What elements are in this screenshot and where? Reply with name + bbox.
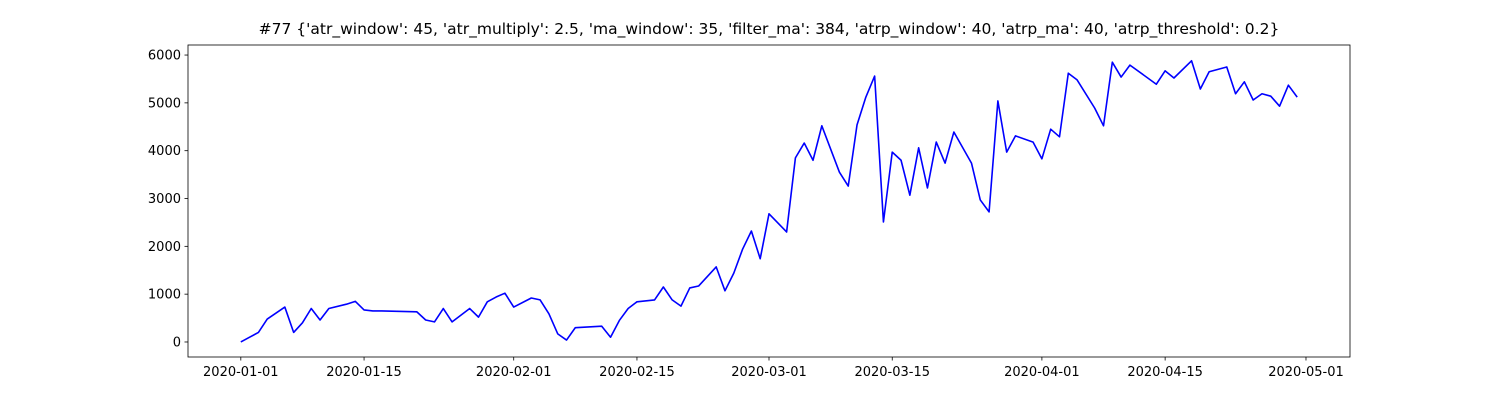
y-tick-label: 3000: [148, 192, 181, 207]
line-series: [240, 59, 1298, 343]
x-tick-label: 2020-04-15: [1127, 365, 1203, 380]
x-tick-label: 2020-04-01: [1004, 365, 1080, 380]
y-tick-label: 2000: [148, 240, 181, 255]
x-tick-label: 2020-05-01: [1268, 365, 1344, 380]
x-tick-label: 2020-03-15: [854, 365, 930, 380]
y-tick-label: 4000: [148, 144, 181, 159]
x-tick-label: 2020-03-01: [731, 365, 807, 380]
x-tick-label: 2020-01-15: [326, 365, 402, 380]
y-tick-label: 0: [173, 335, 181, 350]
x-tick-label: 2020-01-01: [203, 365, 279, 380]
axes-frame: [187, 44, 1351, 358]
x-tick-label: 2020-02-15: [599, 365, 675, 380]
chart-title: #77 {'atr_window': 45, 'atr_multiply': 2…: [259, 20, 1280, 39]
y-tick-label: 5000: [148, 96, 181, 111]
y-tick-label: 1000: [148, 288, 181, 303]
x-tick-label: 2020-02-01: [476, 365, 552, 380]
y-tick-label: 6000: [148, 49, 181, 64]
